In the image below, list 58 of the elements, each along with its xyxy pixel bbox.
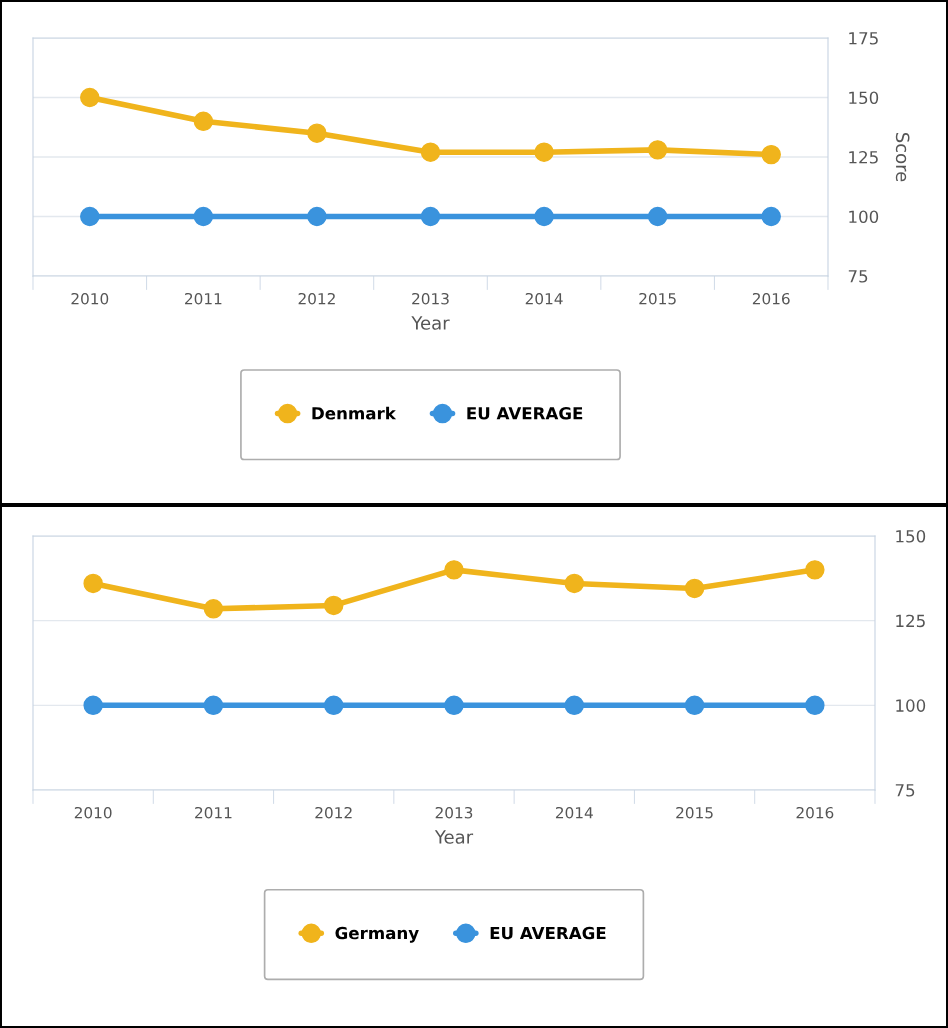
- y-tick-label: 175: [849, 32, 878, 45]
- point: [193, 206, 214, 227]
- x-tick-label: 2016: [796, 806, 834, 819]
- point: [203, 695, 224, 716]
- x-tick-label: 2010: [71, 292, 109, 305]
- point: [83, 695, 103, 716]
- y-tick-label: 75: [895, 784, 915, 797]
- point: [564, 695, 585, 716]
- legend-label: Denmark: [312, 406, 397, 420]
- x-tick-label: 2012: [298, 292, 335, 305]
- y-axis-title: Score: [895, 132, 910, 182]
- legend-label: Germany: [335, 926, 419, 943]
- point: [83, 573, 103, 594]
- point: [193, 111, 214, 132]
- point: [307, 206, 327, 227]
- x-tick-label: 2011: [185, 292, 222, 305]
- x-axis-title: Year: [411, 316, 450, 330]
- point: [564, 573, 585, 594]
- x-tick-label: 2014: [525, 292, 563, 305]
- y-tick-label: 125: [849, 150, 878, 164]
- x-tick-label: 2011: [195, 806, 232, 819]
- point: [805, 560, 825, 580]
- x-tick-label: 2013: [412, 292, 449, 305]
- legend-label: EU AVERAGE: [467, 406, 583, 420]
- y-tick-label: 150: [896, 529, 926, 543]
- point: [203, 599, 224, 619]
- legend-label: EU AVERAGE: [490, 926, 606, 940]
- x-tick-label: 2016: [752, 292, 790, 305]
- y-tick-label: 75: [848, 270, 868, 283]
- point: [80, 87, 100, 108]
- y-tick-label: 125: [896, 614, 925, 628]
- point: [805, 695, 825, 716]
- point: [323, 595, 344, 616]
- x-axis-title: Year: [434, 830, 474, 844]
- y-tick-label: 150: [849, 91, 879, 105]
- x-tick-label: 2013: [435, 806, 473, 819]
- x-tick-label: 2014: [555, 806, 593, 819]
- point: [534, 206, 554, 227]
- y-tick-label: 100: [849, 210, 879, 224]
- point: [647, 140, 668, 160]
- point: [761, 206, 781, 227]
- point: [80, 206, 100, 227]
- point: [444, 695, 464, 716]
- x-tick-label: 2015: [639, 292, 676, 305]
- x-tick-label: 2015: [676, 806, 713, 819]
- x-tick-label: 2010: [74, 806, 112, 819]
- point: [647, 206, 668, 227]
- point: [444, 560, 464, 580]
- x-tick-label: 2012: [315, 806, 352, 819]
- point: [534, 142, 554, 162]
- point: [323, 695, 344, 716]
- point: [307, 123, 327, 143]
- point: [761, 144, 781, 165]
- y-tick-label: 100: [896, 699, 926, 712]
- point: [684, 695, 705, 716]
- point: [420, 142, 441, 162]
- point: [684, 578, 705, 599]
- point: [420, 206, 441, 227]
